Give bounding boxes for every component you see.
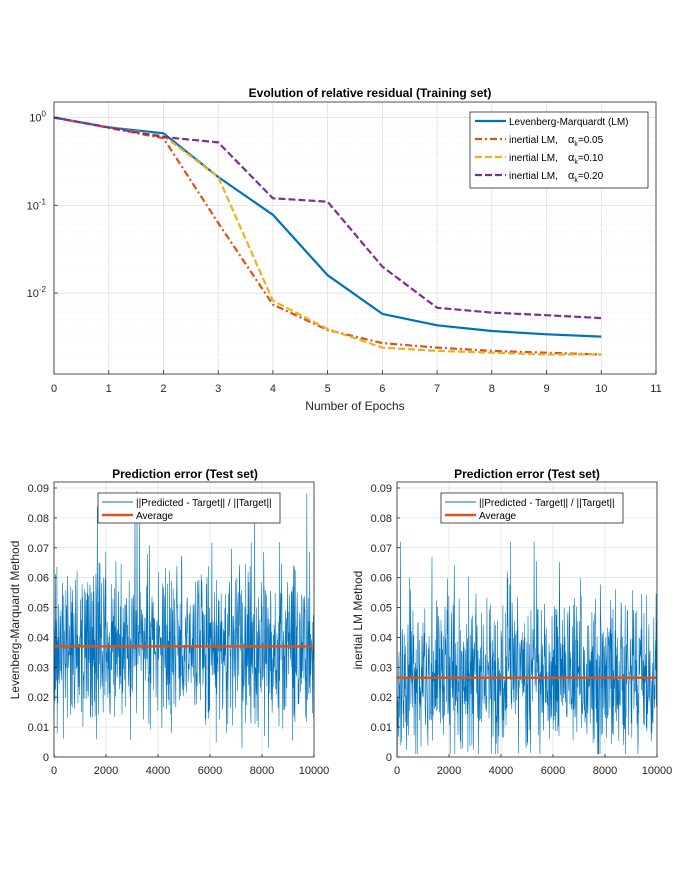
legend-label-2: inertial LM,	[509, 135, 558, 146]
x-tick-label: 5	[325, 383, 331, 395]
error-signal-line	[53, 490, 315, 749]
x-tick-label: 10000	[642, 765, 673, 777]
y-tick-label: 0.04	[28, 632, 49, 644]
legend-label-3: inertial LM,	[509, 153, 558, 164]
x-tick-label: 0	[51, 383, 57, 395]
x-tick-label: 2	[160, 383, 166, 395]
x-tick-label: 9	[543, 383, 549, 395]
y-tick-label: 0.03	[28, 662, 49, 674]
lm-prediction-chart: Prediction error (Test set) 0 2000 4000 600…	[8, 467, 329, 777]
legend-alpha-3: αk=0.10	[568, 152, 604, 166]
inertial-plot-frame	[396, 481, 658, 758]
lm-y-label: Levenberg-Marquardt Method	[8, 541, 22, 700]
x-tick-label: 4	[270, 383, 276, 395]
legend-label-4: inertial LM,	[509, 171, 558, 182]
inertial-error-series	[396, 541, 658, 755]
inertial-legend-error-label: ||Predicted - Target|| / ||Target||	[479, 498, 615, 509]
y-tick-label: 0.05	[28, 603, 49, 615]
y-tick-label: 0.02	[28, 692, 49, 704]
lm-error-series	[53, 490, 315, 749]
x-tick-label: 10	[595, 383, 607, 395]
residual-x-ticks: 0 1 2 3 4 5 6 7 8 9 10 11	[51, 370, 662, 395]
x-tick-label: 10000	[299, 765, 330, 777]
x-tick-label: 2000	[94, 765, 118, 777]
y-tick-label: 0.06	[28, 573, 49, 585]
x-tick-label: 7	[434, 383, 440, 395]
series-line-4	[53, 116, 602, 320]
y-tick-label: 0.08	[28, 513, 49, 525]
y-tick-label: 0.05	[371, 603, 392, 615]
x-tick-label: 6000	[541, 765, 565, 777]
legend-label-1: Levenberg-Marquardt (LM)	[509, 117, 629, 128]
residual-x-label: Number of Epochs	[305, 399, 404, 413]
y-tick-label: 10-1	[27, 197, 47, 212]
x-tick-label: 8000	[250, 765, 274, 777]
lm-legend-error-label: ||Predicted - Target|| / ||Target||	[136, 498, 272, 509]
y-tick-label: 0	[386, 752, 392, 764]
inertial-legend-box	[440, 492, 624, 524]
residual-plot-frame	[53, 101, 657, 375]
residual-chart-title: Evolution of relative residual (Training…	[249, 86, 492, 100]
y-tick-label: 100	[29, 109, 46, 124]
y-tick-label: 0.01	[371, 722, 392, 734]
residual-y-ticks: 100 10-1 10-2	[27, 109, 58, 300]
x-tick-label: 11	[650, 383, 661, 395]
lm-x-ticks: 0 2000 4000 6000 8000 10000	[51, 754, 329, 777]
y-tick-label: 0.07	[28, 543, 49, 555]
y-tick-label: 0.04	[371, 632, 392, 644]
lm-legend-average-label: Average	[136, 511, 174, 522]
lm-chart-title: Prediction error (Test set)	[112, 467, 258, 481]
inertial-y-ticks: 0 0.01 0.02 0.03 0.04 0.05 0.06 0.07 0.08 0.09	[371, 483, 400, 764]
y-tick-label: 10-2	[27, 285, 47, 300]
y-tick-label: 0.07	[371, 543, 392, 555]
x-tick-label: 1	[106, 383, 112, 395]
inertial-legend-average-label: Average	[479, 511, 517, 522]
inertial-x-ticks: 0 2000 4000 6000 8000 10000	[394, 754, 672, 777]
y-tick-label: 0.08	[371, 513, 392, 525]
x-tick-label: 4000	[489, 765, 513, 777]
y-tick-label: 0.09	[28, 483, 49, 495]
x-tick-label: 8	[489, 383, 495, 395]
legend-alpha-4: αk=0.20	[568, 170, 604, 184]
x-tick-label: 0	[394, 765, 400, 777]
x-tick-label: 8000	[593, 765, 617, 777]
x-tick-label: 6000	[198, 765, 222, 777]
series-line-1	[53, 116, 602, 338]
residual-series	[53, 116, 602, 356]
legend-alpha-2: αk=0.05	[568, 134, 604, 148]
y-tick-label: 0.01	[28, 722, 49, 734]
lm-y-ticks: 0 0.01 0.02 0.03 0.04 0.05 0.06 0.07 0.08 0.09	[28, 483, 57, 764]
inertial-y-label: inertial LM Method	[351, 571, 365, 670]
residual-chart: Evolution of relative residual (Training…	[27, 86, 662, 413]
residual-legend: Levenberg-Marquardt (LM) inertial LM, αk=0…	[469, 111, 649, 189]
y-tick-label: 0.09	[371, 483, 392, 495]
lm-plot-frame	[53, 481, 315, 758]
y-tick-label: 0.03	[371, 662, 392, 674]
x-tick-label: 6	[379, 383, 385, 395]
x-tick-label: 0	[51, 765, 57, 777]
inertial-legend: ||Predicted - Target|| / ||Target|| Aver…	[440, 492, 624, 524]
y-tick-label: 0.02	[371, 692, 392, 704]
inertial-chart-title: Prediction error (Test set)	[454, 467, 600, 481]
x-tick-label: 2000	[437, 765, 461, 777]
x-tick-label: 3	[215, 383, 221, 395]
lm-legend: ||Predicted - Target|| / ||Target|| Aver…	[97, 492, 281, 524]
y-tick-label: 0.06	[371, 573, 392, 585]
x-tick-label: 4000	[146, 765, 170, 777]
inertial-prediction-chart: Prediction error (Test set) 0 2000 4000 600…	[351, 467, 672, 777]
lm-legend-box	[97, 492, 281, 524]
y-tick-label: 0	[43, 752, 49, 764]
error-signal-line	[396, 541, 658, 755]
